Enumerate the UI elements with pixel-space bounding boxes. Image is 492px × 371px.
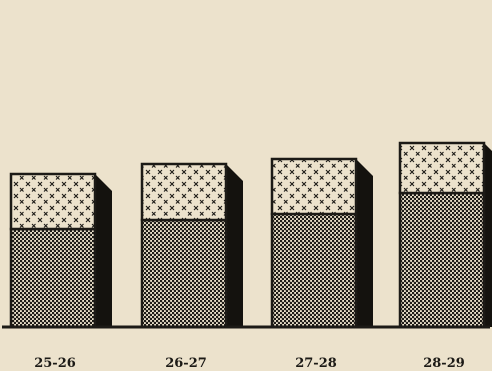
x-axis-ticks: 25-26 26-27 27-28 28-29	[34, 356, 465, 371]
bar-segment-2-28-29	[398, 141, 486, 195]
bar-segment-1-25-26	[9, 227, 97, 329]
bar-segment-2-25-26	[9, 172, 97, 231]
x-tick-label: 27-28	[295, 356, 337, 371]
x-tick-label: 26-27	[165, 356, 207, 371]
x-tick-label: 25-26	[34, 356, 76, 371]
bars-group	[9, 141, 492, 329]
bar-segment-1-26-27	[140, 218, 228, 329]
bar-shadow-25-26	[95, 174, 112, 327]
bar-shadow-27-28	[356, 159, 373, 327]
bar-segment-1-28-29	[398, 191, 486, 329]
x-tick-label: 28-29	[423, 356, 465, 371]
bar-segment-2-26-27	[140, 162, 228, 222]
bar-segment-1-27-28	[270, 212, 358, 329]
bar-shadow-28-29	[484, 143, 492, 327]
bar-segment-2-27-28	[270, 157, 358, 216]
bar-shadow-26-27	[226, 164, 243, 327]
